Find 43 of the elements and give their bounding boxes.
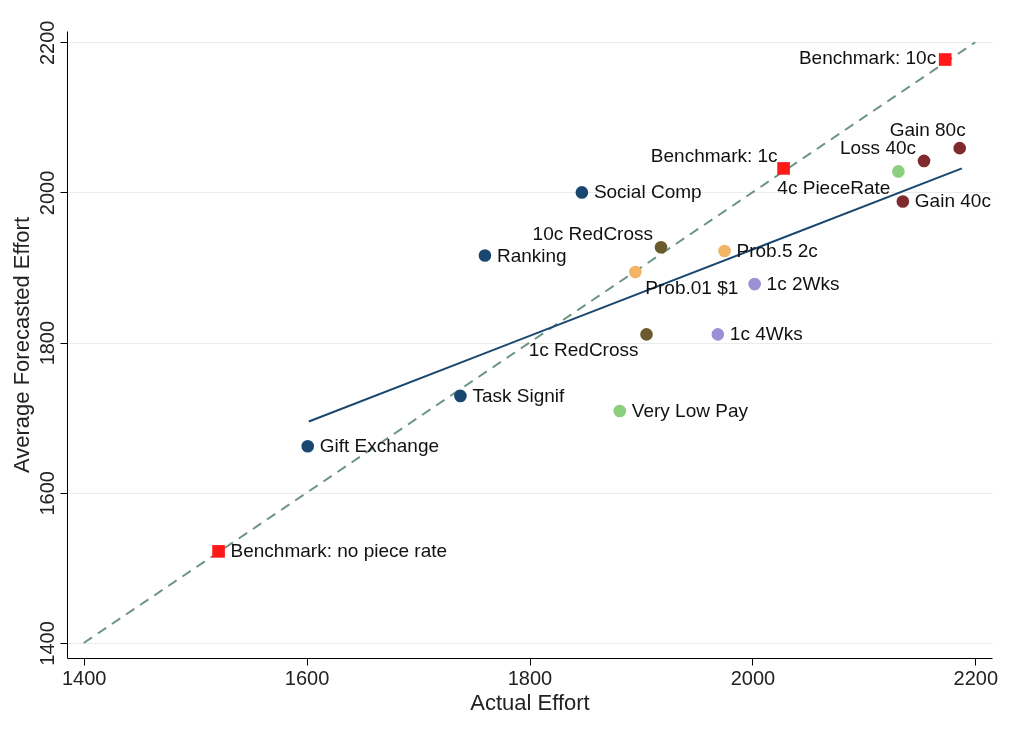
point xyxy=(748,277,761,291)
x-axis-title: Actual Effort xyxy=(470,689,590,715)
point xyxy=(454,389,467,403)
y-tick-label: 2200 xyxy=(35,20,58,66)
point xyxy=(953,141,967,155)
point xyxy=(718,244,731,258)
annotation: 1c 4Wks xyxy=(729,323,803,345)
annotation: Very Low Pay xyxy=(631,399,749,421)
point xyxy=(640,328,653,341)
annotation: 4c PieceRate xyxy=(777,177,891,199)
y-tick-label: 1800 xyxy=(35,320,58,366)
annotation: Benchmark: no piece rate xyxy=(230,540,448,562)
annotation: Benchmark: 10c xyxy=(798,46,937,68)
x-tick-label: 1400 xyxy=(61,666,107,689)
point xyxy=(301,439,315,453)
point xyxy=(629,265,642,279)
annotation: Ranking xyxy=(496,244,567,266)
point xyxy=(613,404,627,418)
annotation: Gain 40c xyxy=(914,190,991,212)
annotation: 1c RedCross xyxy=(528,339,639,361)
point xyxy=(938,53,952,66)
point xyxy=(777,162,790,175)
annotation: Gift Exchange xyxy=(319,435,440,457)
point xyxy=(212,545,225,558)
point xyxy=(654,240,668,254)
annotation: Social Comp xyxy=(593,181,702,203)
annotation: Benchmark: 1c xyxy=(650,145,778,167)
point xyxy=(896,195,910,208)
annotation: Task Signif xyxy=(472,384,565,406)
x-tick-label: 2200 xyxy=(953,666,999,689)
annotation: 1c 2Wks xyxy=(766,273,840,295)
point xyxy=(892,165,905,178)
y-tick-label: 2000 xyxy=(35,170,58,216)
x-tick-label: 1600 xyxy=(284,666,330,689)
point xyxy=(711,328,725,341)
x-tick-label: 2000 xyxy=(730,666,776,689)
x-tick-label: 1800 xyxy=(507,666,553,689)
annotation: 10c RedCross xyxy=(532,223,654,245)
y-tick-label: 1600 xyxy=(35,471,58,516)
point xyxy=(478,249,492,262)
y-axis-title: Average Forecasted Effort xyxy=(8,217,34,473)
point xyxy=(575,186,589,199)
point xyxy=(917,154,931,168)
